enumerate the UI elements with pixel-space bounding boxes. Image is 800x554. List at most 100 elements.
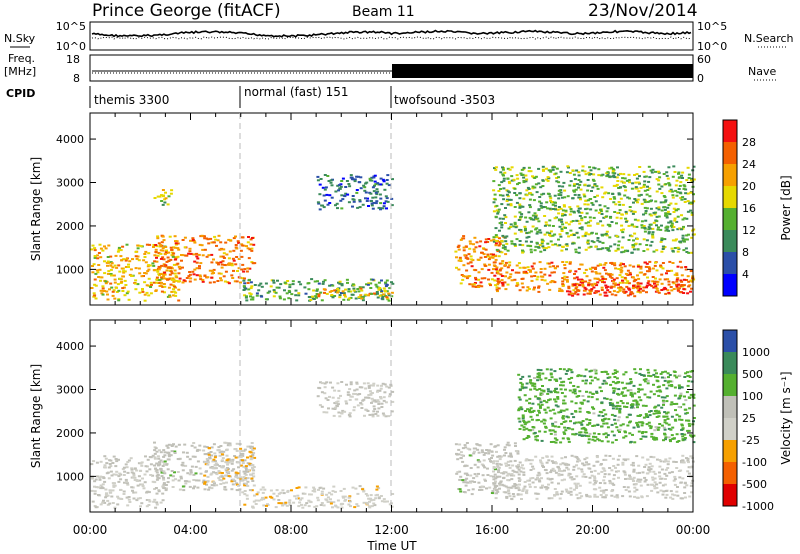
data-cell: [231, 460, 234, 463]
data-cell: [669, 496, 673, 499]
data-cell: [689, 484, 693, 487]
data-cell: [326, 175, 330, 177]
data-cell: [584, 231, 588, 234]
data-cell: [235, 482, 239, 485]
data-cell: [333, 295, 337, 297]
data-cell: [635, 177, 639, 180]
data-cell: [561, 462, 565, 465]
data-cell: [616, 429, 620, 432]
data-cell: [610, 261, 614, 264]
data-cell: [507, 492, 511, 495]
data-cell: [514, 483, 518, 486]
data-cell: [667, 283, 671, 286]
data-cell: [564, 226, 567, 229]
data-cell: [358, 206, 362, 209]
data-cell: [557, 197, 561, 200]
data-cell: [633, 174, 636, 176]
data-cell: [371, 384, 375, 387]
data-cell: [612, 465, 616, 467]
data-cell: [465, 477, 469, 480]
data-cell: [272, 498, 276, 501]
data-cell: [609, 383, 613, 386]
data-cell: [561, 223, 565, 226]
data-cell: [602, 281, 606, 284]
data-cell: [650, 489, 654, 492]
data-cell: [212, 484, 216, 487]
data-cell: [528, 206, 532, 209]
data-cell: [539, 393, 543, 396]
data-cell: [484, 241, 488, 244]
data-cell: [373, 504, 377, 507]
data-cell: [137, 267, 141, 270]
data-cell: [631, 212, 635, 215]
data-cell: [654, 277, 657, 280]
data-cell: [331, 386, 335, 389]
data-cell: [239, 477, 243, 480]
data-cell: [603, 475, 606, 478]
data-cell: [498, 463, 502, 465]
data-cell: [492, 478, 496, 481]
data-cell: [172, 263, 176, 266]
data-cell: [568, 206, 572, 209]
data-cell: [316, 395, 320, 398]
data-cell: [272, 281, 276, 284]
data-cell: [685, 484, 689, 487]
data-cell: [355, 381, 359, 384]
data-cell: [570, 476, 574, 479]
data-cell: [128, 260, 132, 263]
data-cell: [620, 269, 624, 272]
data-cell: [522, 176, 526, 179]
data-cell: [92, 263, 96, 266]
data-cell: [653, 485, 656, 488]
data-cell: [626, 389, 630, 392]
data-cell: [385, 182, 389, 185]
data-cell: [473, 236, 477, 239]
data-cell: [535, 232, 539, 235]
data-cell: [179, 475, 183, 478]
data-cell: [678, 291, 682, 294]
data-cell: [682, 225, 685, 228]
data-cell: [593, 282, 597, 285]
data-cell: [668, 457, 672, 460]
data-cell: [230, 274, 234, 277]
data-cell: [685, 234, 689, 237]
data-cell: [549, 281, 553, 284]
data-cell: [660, 396, 664, 399]
data-cell: [601, 382, 605, 385]
data-cell: [546, 207, 550, 210]
data-cell: [570, 400, 574, 403]
data-cell: [292, 501, 296, 504]
data-cell: [237, 241, 241, 244]
data-cell: [224, 488, 228, 491]
colorbar-segment: [723, 120, 737, 142]
data-cell: [107, 244, 111, 247]
data-cell: [600, 411, 604, 414]
data-cell: [341, 409, 345, 412]
data-cell: [457, 248, 461, 251]
data-cell: [623, 430, 627, 433]
data-cell: [617, 393, 621, 396]
data-cell: [590, 288, 594, 291]
data-cell: [248, 489, 252, 492]
data-cell: [527, 479, 531, 482]
data-cell: [585, 418, 589, 421]
data-cell: [226, 444, 230, 447]
data-cell: [224, 270, 228, 273]
data-cell: [114, 458, 118, 460]
data-cell: [214, 466, 218, 469]
data-cell: [513, 442, 517, 445]
data-cell: [549, 368, 553, 371]
data-cell: [513, 245, 517, 247]
data-cell: [184, 482, 188, 485]
data-cell: [545, 401, 549, 404]
data-cell: [162, 486, 166, 489]
data-cell: [639, 282, 643, 285]
data-cell: [588, 432, 592, 435]
data-cell: [494, 255, 498, 258]
data-cell: [523, 423, 527, 426]
data-cell: [306, 282, 310, 285]
data-cell: [559, 218, 563, 221]
data-cell: [682, 403, 686, 406]
data-cell: [689, 290, 692, 293]
data-cell: [682, 239, 686, 242]
